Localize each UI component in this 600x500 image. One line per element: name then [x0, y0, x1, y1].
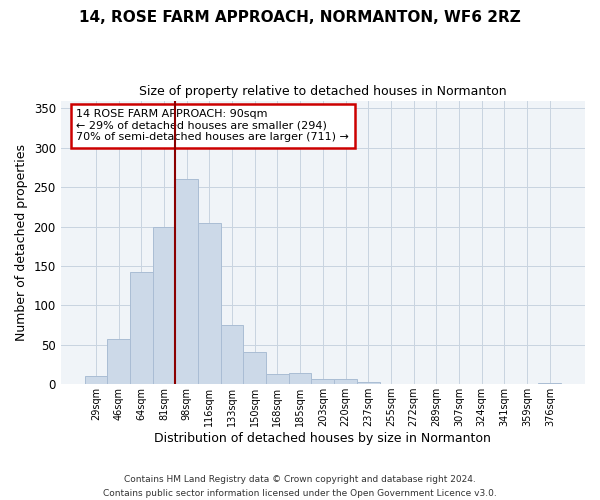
Bar — [538, 382, 561, 384]
Bar — [152, 228, 175, 384]
Y-axis label: Number of detached properties: Number of detached properties — [15, 144, 28, 341]
Bar — [244, 352, 266, 384]
Text: Contains HM Land Registry data © Crown copyright and database right 2024.
Contai: Contains HM Land Registry data © Crown c… — [103, 476, 497, 498]
X-axis label: Distribution of detached houses by size in Normanton: Distribution of detached houses by size … — [154, 432, 491, 445]
Bar — [130, 272, 152, 384]
Bar — [266, 374, 289, 384]
Title: Size of property relative to detached houses in Normanton: Size of property relative to detached ho… — [139, 85, 506, 98]
Bar — [175, 180, 198, 384]
Bar — [289, 373, 311, 384]
Bar — [198, 224, 221, 384]
Bar — [221, 325, 244, 384]
Text: 14, ROSE FARM APPROACH, NORMANTON, WF6 2RZ: 14, ROSE FARM APPROACH, NORMANTON, WF6 2… — [79, 10, 521, 25]
Bar — [311, 380, 334, 384]
Text: 14 ROSE FARM APPROACH: 90sqm
← 29% of detached houses are smaller (294)
70% of s: 14 ROSE FARM APPROACH: 90sqm ← 29% of de… — [76, 109, 349, 142]
Bar — [85, 376, 107, 384]
Bar — [357, 382, 380, 384]
Bar — [107, 340, 130, 384]
Bar — [334, 380, 357, 384]
